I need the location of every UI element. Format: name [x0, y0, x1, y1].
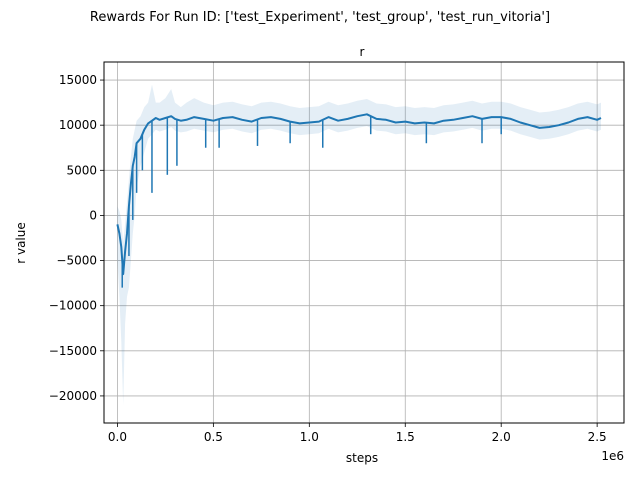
confidence-band: [117, 84, 602, 405]
x-tick-label: 2.0: [492, 430, 511, 444]
series-line-group: [116, 113, 602, 276]
y-tick-label: 0: [89, 208, 97, 222]
y-tick-label: 5000: [66, 163, 97, 177]
x-axis-ticks: 0.0 0.5 1.0 1.5 2.0 2.5: [108, 423, 607, 444]
x-axis-offset-label: 1e6: [601, 449, 624, 463]
x-tick-label: 1.0: [300, 430, 319, 444]
y-tick-label: 15000: [59, 73, 97, 87]
axes-title: r: [360, 45, 365, 59]
series-line: [116, 113, 602, 276]
y-tick-label: −10000: [49, 299, 97, 313]
x-axis-label: steps: [346, 451, 378, 465]
series-band: [117, 84, 602, 405]
y-tick-label: 10000: [59, 118, 97, 132]
figure-suptitle: Rewards For Run ID: ['test_Experiment', …: [90, 10, 550, 25]
x-tick-label: 0.5: [204, 430, 223, 444]
grid-lines: [104, 62, 624, 423]
x-tick-label: 2.5: [588, 430, 607, 444]
x-tick-label: 1.5: [396, 430, 415, 444]
y-axis-label: r value: [14, 222, 28, 264]
y-tick-label: −5000: [56, 254, 97, 268]
y-tick-label: −15000: [49, 344, 97, 358]
y-tick-label: −20000: [49, 389, 97, 403]
plot-frame: [103, 61, 625, 424]
y-axis-ticks: −20000 −15000 −10000 −5000 0 5000 10000 15000: [49, 73, 104, 403]
x-tick-label: 0.0: [108, 430, 127, 444]
series-spikes: [121, 116, 502, 288]
